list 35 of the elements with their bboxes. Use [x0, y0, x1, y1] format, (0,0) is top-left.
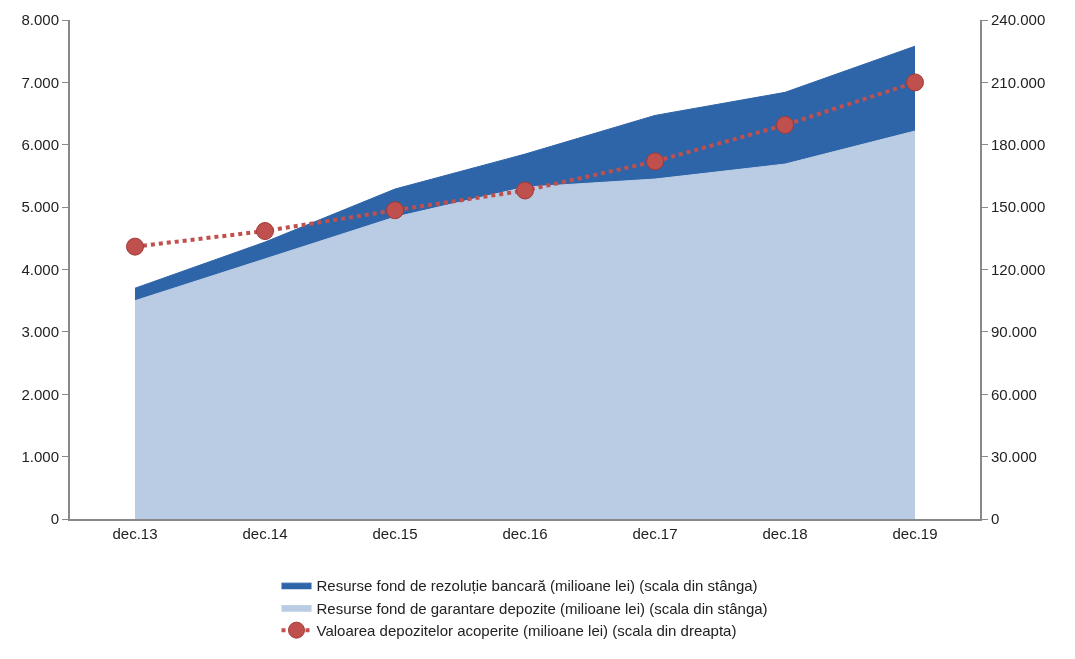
legend-label: Valoarea depozitelor acoperite (milioane lei) (scala din dreapta)	[316, 622, 737, 639]
y2-tick-label: 240.000	[991, 11, 1046, 29]
y-tick-label: 6.000	[21, 136, 59, 153]
y2-tick-label: 150.000	[991, 198, 1046, 216]
y-tick-label: 0	[50, 510, 59, 528]
y-tick-label: 7.000	[21, 73, 59, 91]
y2-tick-label: 90.000	[991, 323, 1037, 341]
x-tick-label: dec.13	[112, 525, 158, 542]
legend-label: Resurse fond de garantare depozite (milioane lei) (scala din stânga)	[316, 599, 768, 617]
point	[386, 201, 404, 220]
point	[776, 116, 794, 134]
y-tick-label: 5.000	[21, 198, 59, 216]
point	[126, 237, 144, 256]
y-tick-label: 1.000	[21, 447, 59, 465]
y2-tick-label: 30.000	[991, 447, 1037, 465]
x-tick-label: dec.15	[372, 525, 418, 542]
y2-tick-label: 0	[991, 510, 1000, 528]
point	[516, 181, 534, 200]
y2-tick-label: 60.000	[991, 385, 1037, 403]
y2-tick-label: 120.000	[991, 260, 1046, 278]
y-tick-label: 3.000	[21, 323, 59, 341]
x-tick-label: dec.14	[242, 525, 288, 542]
x-tick-label: dec.16	[502, 525, 548, 542]
point	[256, 222, 274, 241]
legend-label: Resurse fond de rezoluție bancară (milioane lei) (scala din stânga)	[316, 577, 758, 594]
y2-tick-label: 210.000	[991, 73, 1046, 91]
y2-tick-label: 180.000	[991, 136, 1046, 153]
point	[646, 152, 664, 171]
x-tick-label: dec.19	[892, 525, 938, 542]
x-tick-label: dec.18	[762, 525, 808, 542]
y-tick-label: 2.000	[21, 385, 59, 403]
point	[906, 73, 924, 92]
y-tick-label: 4.000	[21, 260, 59, 278]
y-tick-label: 8.000	[21, 11, 59, 29]
x-tick-label: dec.17	[632, 525, 678, 542]
